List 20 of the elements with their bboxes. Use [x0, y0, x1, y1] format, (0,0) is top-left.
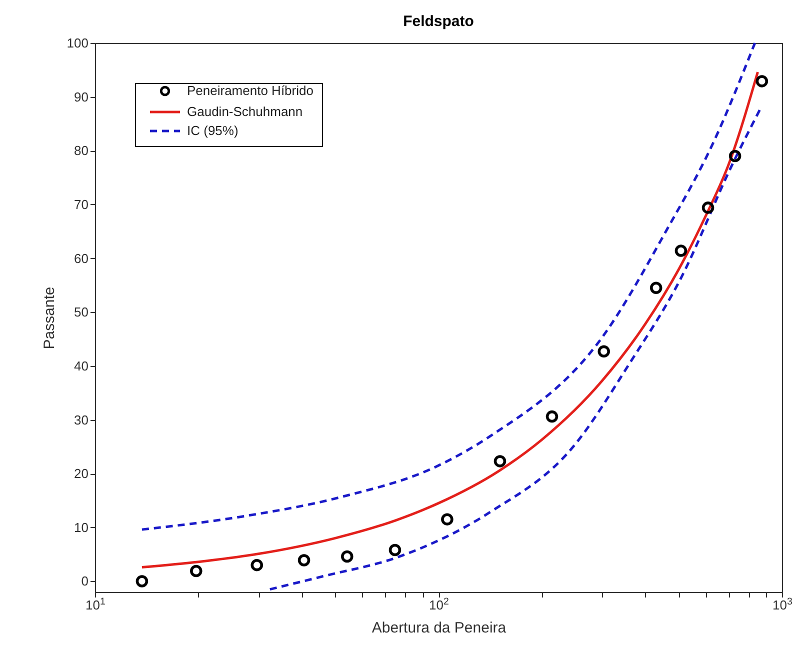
y-tick-label: 20 [74, 466, 88, 482]
y-axis-title: Passante [40, 286, 58, 350]
x-axis-title: Abertura da Peneira [372, 620, 507, 636]
y-tick-label: 10 [74, 520, 88, 535]
chart-title: Feldspato [403, 13, 474, 30]
x-tick-label: 10$^{1}$ [86, 596, 106, 612]
y-tick-label: 50 [74, 304, 88, 320]
x-tick-label: 10$^{2}$ [429, 596, 449, 612]
y-tick-label: 0 [81, 574, 88, 589]
y-tick-label: 70 [74, 196, 88, 212]
y-tick-label: 60 [74, 250, 88, 266]
y-tick-label: 30 [74, 412, 88, 428]
x-tick-label: 10$^{3}$ [772, 596, 792, 612]
legend-label: Peneiramento Híbrido [187, 83, 314, 98]
legend-label: Gaudin-Schuhmann [187, 104, 303, 119]
y-tick-label: 40 [74, 358, 88, 374]
y-tick-label: 80 [74, 143, 88, 158]
y-tick-label: 90 [74, 89, 88, 104]
legend-label: IC (95%) [187, 123, 238, 138]
y-tick-label: 100 [66, 36, 88, 50]
